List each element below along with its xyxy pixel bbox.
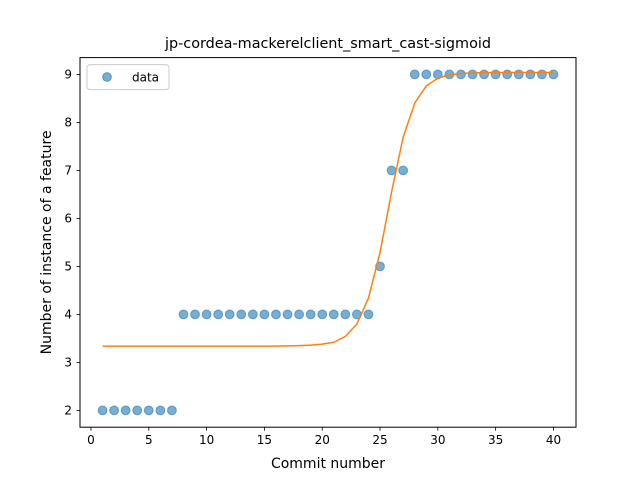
x-axis: 0 5 10 15 20 25 30 35 40	[87, 427, 561, 447]
legend-box	[86, 64, 170, 91]
data-point	[409, 69, 420, 80]
data-point	[294, 309, 304, 320]
data-point	[363, 309, 374, 320]
y-tick-label: 3	[64, 356, 72, 370]
x-tick-label: 30	[430, 433, 445, 447]
x-tick-label: 20	[315, 433, 330, 447]
data-point	[317, 309, 328, 320]
y-axis: 2 3 4 5 6 7 8 9	[64, 68, 80, 418]
x-tick-label: 40	[546, 433, 561, 447]
data-point	[525, 69, 536, 80]
x-tick-label: 0	[87, 433, 95, 447]
data-point	[155, 405, 166, 416]
data-point	[236, 309, 247, 320]
y-tick-label: 2	[64, 404, 72, 418]
data-point	[513, 69, 524, 80]
data-point	[271, 309, 281, 320]
data-point	[201, 309, 212, 320]
y-axis-label: Number of instance of a feature	[39, 130, 55, 354]
data-point	[398, 165, 409, 176]
x-tick-label: 10	[199, 433, 214, 447]
y-tick-label: 4	[64, 308, 72, 322]
chart-title: jp-cordea-mackerelclient_smart_cast-sigm…	[164, 36, 491, 52]
data-point	[305, 309, 316, 320]
legend: data	[86, 64, 170, 91]
legend-label-data: data	[132, 71, 159, 85]
data-point	[132, 405, 143, 416]
data-point	[167, 405, 177, 416]
data-point	[178, 309, 189, 320]
x-axis-label: Commit number	[271, 456, 385, 472]
data-point	[467, 69, 478, 80]
y-tick-label: 8	[64, 116, 72, 130]
y-tick-label: 6	[64, 212, 72, 226]
data-point	[548, 69, 559, 80]
data-point	[109, 405, 120, 416]
data-point	[259, 309, 270, 320]
data-point	[536, 69, 547, 80]
plot-area	[97, 69, 559, 416]
data-point	[386, 165, 397, 176]
y-tick-label: 5	[64, 260, 72, 274]
data-point	[502, 69, 513, 80]
data-point	[247, 309, 258, 320]
sigmoid-fit-line	[102, 71, 554, 347]
legend-marker-data	[102, 72, 112, 82]
y-tick-label: 9	[64, 68, 72, 82]
data-point	[328, 309, 339, 320]
data-point	[340, 309, 351, 320]
data-point	[224, 309, 235, 320]
data-point	[421, 69, 432, 80]
x-tick-label: 25	[372, 433, 387, 447]
data-point	[479, 69, 489, 80]
data-point	[213, 309, 224, 320]
y-tick-label: 7	[64, 164, 72, 178]
axes-frame	[79, 57, 577, 428]
data-point	[120, 405, 131, 416]
x-tick-label: 35	[488, 433, 503, 447]
data-point	[190, 309, 200, 320]
data-point	[282, 309, 293, 320]
x-tick-label: 15	[257, 433, 272, 447]
data-point	[490, 69, 501, 80]
data-point	[143, 405, 154, 416]
data-point	[97, 405, 108, 416]
x-tick-label: 5	[145, 433, 153, 447]
